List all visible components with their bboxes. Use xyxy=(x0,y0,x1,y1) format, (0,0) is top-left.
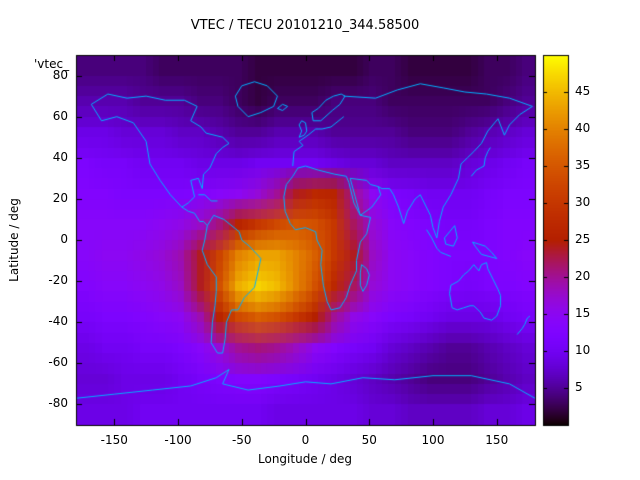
y-tick-label: 80 xyxy=(52,67,68,82)
colorbar-tick-label: 5 xyxy=(575,380,583,394)
colorbar-tick-label: 35 xyxy=(575,158,591,172)
colorbar-tick-label: 30 xyxy=(575,195,591,209)
chart-title: VTEC / TECU 20101210_344.58500 xyxy=(190,18,420,33)
colorbar-tick-label: 45 xyxy=(575,84,591,98)
series-key-label: 'vtec_ xyxy=(34,57,70,71)
colorbar-tick-label: 40 xyxy=(575,121,591,135)
y-tick-label: 60 xyxy=(52,108,68,123)
x-tick-label: -50 xyxy=(231,433,252,447)
x-tick-label: 100 xyxy=(421,433,445,447)
x-tick-label: 50 xyxy=(361,433,377,447)
y-tick-label: -20 xyxy=(48,273,68,288)
x-axis-label: Longitude / deg xyxy=(258,452,352,466)
colorbar-tick-label: 25 xyxy=(575,232,591,246)
colorbar-tick-label: 15 xyxy=(575,306,591,320)
x-tick-label: 150 xyxy=(485,433,509,447)
y-tick-label: -60 xyxy=(48,355,68,370)
y-tick-label: -80 xyxy=(48,396,68,411)
y-tick-label: 0 xyxy=(60,232,68,246)
y-axis-label: Latitude / deg xyxy=(7,198,21,282)
colorbar-tick-label: 20 xyxy=(575,269,591,283)
x-tick-label: 0 xyxy=(301,433,310,447)
x-tick-label: -100 xyxy=(164,433,192,447)
x-tick-label: -150 xyxy=(100,433,128,447)
colorbar-tick-label: 10 xyxy=(575,343,591,357)
y-tick-label: -40 xyxy=(48,314,68,329)
y-tick-label: 20 xyxy=(52,190,68,205)
y-tick-label: 40 xyxy=(52,149,68,164)
